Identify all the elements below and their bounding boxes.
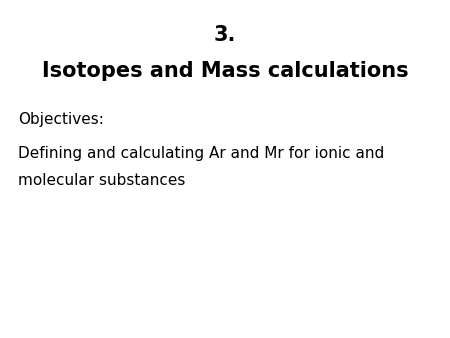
Text: Defining and calculating Ar and Mr for ionic and: Defining and calculating Ar and Mr for i…	[18, 146, 384, 161]
Text: 3.: 3.	[214, 25, 236, 46]
Text: molecular substances: molecular substances	[18, 173, 185, 188]
Text: Isotopes and Mass calculations: Isotopes and Mass calculations	[42, 61, 408, 81]
Text: Objectives:: Objectives:	[18, 113, 104, 127]
